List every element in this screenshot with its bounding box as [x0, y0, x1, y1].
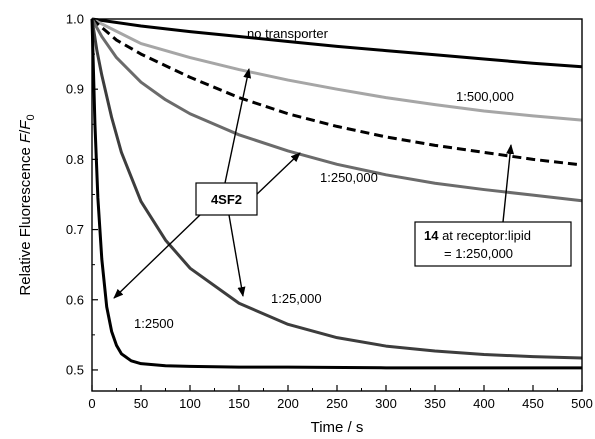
y-tick-label-0.6: 0.6	[66, 292, 84, 307]
y-tick-label-0.8: 0.8	[66, 152, 84, 167]
series-line-no-transporter	[91, 17, 583, 69]
plot-frame	[91, 18, 583, 392]
x-tick-label-50: 50	[134, 396, 148, 411]
series-line-1-500-000	[91, 17, 583, 122]
x-tick-label-500: 500	[571, 396, 593, 411]
arrow-to-1-500000	[224, 68, 252, 184]
label-1-25000: 1:25,000	[271, 291, 322, 306]
y-tick-label-0.7: 0.7	[66, 222, 84, 237]
x-tick-label-100: 100	[179, 396, 201, 411]
series-layer	[90, 17, 583, 370]
label-1-2500: 1:2500	[134, 316, 174, 331]
arrow-to-compound-14	[502, 144, 515, 223]
box-compound-14	[414, 221, 572, 267]
x-axis-label: Time / s	[311, 419, 364, 436]
compound-number: 14	[424, 228, 439, 243]
label-compound-14-line1: 14 at receptor:lipid	[424, 228, 531, 243]
x-tick-label-400: 400	[473, 396, 495, 411]
y-tick-label-0.5: 0.5	[66, 362, 84, 377]
y-axis-label-slash: /	[17, 129, 34, 134]
compound-text: at receptor:lipid	[438, 228, 531, 243]
series-line-1-25-000	[90, 18, 583, 360]
arrows-4sf2	[113, 68, 301, 299]
arrow-to-1-25000	[228, 214, 246, 297]
y-tick-label-1.0: 1.0	[66, 12, 84, 27]
label-compound-14-line2: = 1:250,000	[444, 246, 513, 261]
y-tick-label-0.9: 0.9	[66, 82, 84, 97]
y-axis-label-text: Relative Fluorescence	[17, 143, 34, 296]
x-tick-label-250: 250	[326, 396, 348, 411]
x-tick-label-150: 150	[228, 396, 250, 411]
label-1-500000: 1:500,000	[456, 89, 514, 104]
y-axis-label-f0: F	[17, 120, 34, 130]
y-axis-label-f: F	[17, 133, 34, 143]
series-line-14-at-receptor-lipid-1-250-000	[91, 17, 583, 167]
x-tick-label-350: 350	[424, 396, 446, 411]
arrow-to-1-250000	[254, 152, 301, 197]
arrow-to-1-2500	[113, 214, 201, 299]
series-line-1-2500	[90, 18, 582, 370]
x-tick-label-0: 0	[88, 396, 95, 411]
label-no-transporter: no transporter	[247, 26, 329, 41]
label-4sf2: 4SF2	[211, 192, 242, 207]
x-tick-label-450: 450	[522, 396, 544, 411]
box-4sf2	[195, 182, 258, 216]
series-line-1-250-000	[90, 18, 583, 203]
x-tick-label-300: 300	[375, 396, 397, 411]
axes-layer: 0 50 100 150 200 250 300 350 400 450 500 0.5 0.6 0.7 0…	[66, 12, 593, 412]
x-tick-label-200: 200	[277, 396, 299, 411]
y-axis-label-subscript: 0	[25, 114, 37, 120]
y-axis-label: Relative Fluorescence F/F0	[17, 114, 37, 295]
label-1-250000: 1:250,000	[320, 170, 378, 185]
